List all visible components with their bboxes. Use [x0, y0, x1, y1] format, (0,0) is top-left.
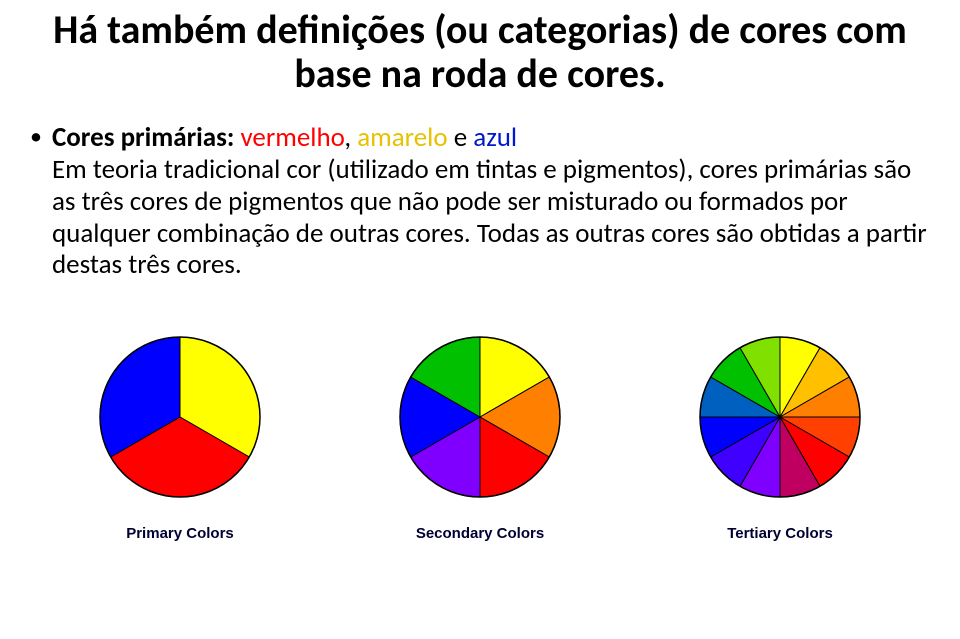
primaries-colored-words: vermelho, amarelo e azul: [240, 121, 517, 154]
secondary-wheel-box: Secondary Colors: [360, 333, 600, 542]
bullet-marker: •: [30, 122, 52, 281]
primary-color-wheel: [96, 333, 264, 501]
tertiary-color-wheel: [696, 333, 864, 501]
tertiary-wheel-caption: Tertiary Colors: [727, 525, 833, 542]
wheels-row: Primary Colors Secondary Colors Tertiary…: [0, 333, 960, 542]
body-rest: Em teoria tradicional cor (utilizado em …: [52, 153, 927, 282]
tertiary-wheel-box: Tertiary Colors: [660, 333, 900, 542]
page-title: Há também definições (ou categorias) de …: [0, 0, 960, 96]
primaries-label: Cores primárias:: [52, 121, 234, 154]
primary-wheel-box: Primary Colors: [60, 333, 300, 542]
secondary-wheel-caption: Secondary Colors: [416, 525, 544, 542]
secondary-color-wheel: [396, 333, 564, 501]
body-text: • Cores primárias: vermelho, amarelo e a…: [0, 96, 960, 281]
primary-wheel-caption: Primary Colors: [126, 525, 234, 542]
